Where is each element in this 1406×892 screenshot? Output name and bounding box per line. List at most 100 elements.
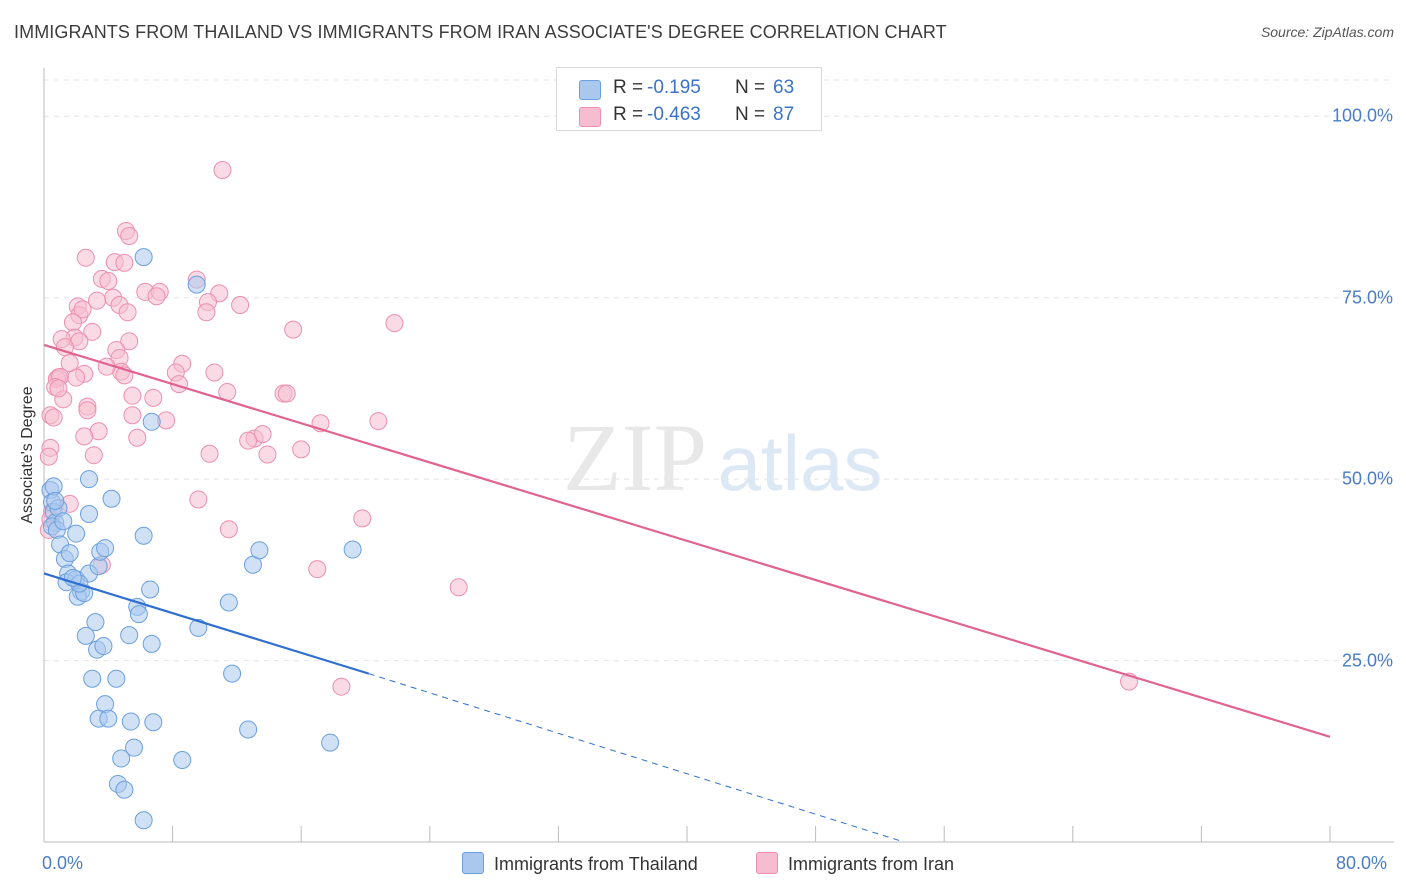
y-tick-label: 75.0% (1341, 287, 1393, 308)
iran-point (83, 322, 102, 341)
thailand-point (321, 733, 340, 752)
thailand-point (189, 618, 208, 637)
watermark-zip: ZIP (563, 404, 707, 511)
thailand-points (41, 248, 362, 830)
thailand-point (76, 626, 95, 645)
r-label: R = (613, 77, 644, 98)
iran-point (292, 440, 311, 459)
iran-point (123, 406, 142, 425)
thailand-point (60, 544, 79, 563)
iran-point (39, 447, 58, 466)
thailand-point (142, 634, 161, 653)
thailand-point (83, 669, 102, 688)
iran-point (63, 313, 82, 332)
thailand-point (125, 738, 144, 757)
iran-point (200, 444, 219, 463)
thailand-point (142, 412, 161, 431)
iran-point (88, 291, 107, 310)
thailand-point (54, 512, 73, 531)
thailand-point (46, 491, 65, 510)
y-tick-label: 50.0% (1341, 468, 1393, 489)
iran-point (277, 384, 296, 403)
stats-box: R = -0.195 N = 63 R = -0.463 N = 87 (556, 67, 822, 131)
iran-trend-line (43, 343, 1331, 738)
x-tick-label-min: 0.0% (42, 853, 84, 873)
thailand-point (96, 539, 115, 558)
iran-point (76, 248, 95, 267)
thailand-point (67, 524, 86, 543)
iran-point (258, 445, 277, 464)
thailand-point (115, 780, 134, 799)
n-value: 87 (773, 104, 795, 125)
iran-point (49, 379, 68, 398)
thailand-point (219, 593, 238, 612)
y-tick-label: 25.0% (1341, 650, 1393, 671)
thailand-legend-swatch (462, 852, 484, 874)
thailand-swatch (579, 80, 601, 100)
r-value: -0.463 (647, 104, 701, 125)
iran-point (120, 332, 139, 351)
iran-point (353, 509, 372, 528)
stats-row-iran: R = -0.463 N = 87 (557, 101, 821, 131)
thailand-point (80, 470, 99, 489)
iran-point (115, 253, 134, 272)
thailand-point (239, 720, 258, 739)
thailand-trend-line (43, 572, 370, 675)
thailand-point (134, 526, 153, 545)
thailand-point (112, 749, 131, 768)
iran-swatch (579, 107, 601, 127)
thailand-point (173, 750, 192, 769)
thailand-point (120, 626, 139, 645)
iran-point (284, 320, 303, 339)
iran-point (60, 354, 79, 373)
source-label: Source: ZipAtlas.com (1260, 24, 1394, 40)
iran-point (84, 446, 103, 465)
n-label: N = (735, 77, 766, 98)
n-value: 63 (773, 77, 795, 98)
iran-point (120, 227, 139, 246)
r-label: R = (613, 104, 644, 125)
watermark: ZIP atlas (563, 404, 882, 511)
iran-point (118, 303, 137, 322)
iran-point (219, 520, 238, 539)
iran-point (123, 386, 142, 405)
legend-label-thailand: Immigrants from Thailand (494, 854, 698, 874)
chart-title: IMMIGRANTS FROM THAILAND VS IMMIGRANTS F… (14, 22, 947, 42)
thailand-point (86, 613, 105, 632)
thailand-point (223, 664, 242, 683)
thailand-point (144, 713, 163, 732)
legend-label-iran: Immigrants from Iran (788, 854, 955, 874)
thailand-point (250, 541, 269, 560)
iran-point (213, 160, 232, 179)
thailand-point (187, 275, 206, 294)
regression-lines (43, 343, 1331, 843)
r-value: -0.195 (647, 77, 701, 98)
iran-point (385, 314, 404, 333)
thailand-point (134, 248, 153, 267)
thailand-point (94, 637, 113, 656)
thailand-point (134, 811, 153, 830)
thailand-point (107, 669, 126, 688)
thailand-point (80, 504, 99, 523)
iran-point (189, 490, 208, 509)
iran-point (99, 272, 118, 291)
thailand-point (141, 580, 160, 599)
iran-point (239, 431, 258, 450)
iran-point (73, 300, 92, 319)
iran-point (78, 401, 97, 420)
iran-point (205, 363, 224, 382)
n-label: N = (735, 104, 766, 125)
gridlines (44, 79, 1394, 662)
legend-item-iran[interactable]: Immigrants from Iran (756, 852, 954, 875)
thailand-point (99, 709, 118, 728)
stats-row-thailand: R = -0.195 N = 63 (557, 74, 821, 104)
x-tick-label-max: 80.0% (1336, 853, 1388, 873)
legend-item-thailand[interactable]: Immigrants from Thailand (462, 852, 698, 875)
iran-point (231, 295, 250, 314)
iran-point (128, 428, 147, 447)
iran-point (369, 412, 388, 431)
thailand-point (102, 489, 121, 508)
thailand-trend-extension (368, 673, 905, 843)
iran-point (147, 287, 166, 306)
